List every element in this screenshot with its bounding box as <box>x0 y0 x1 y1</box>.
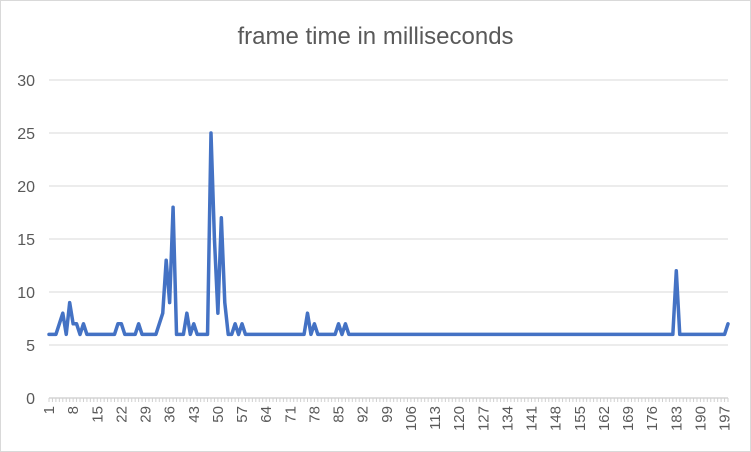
x-tick-label: 176 <box>644 406 661 431</box>
y-tick-label: 5 <box>26 338 35 355</box>
y-tick-label: 0 <box>26 391 35 408</box>
x-tick-label: 85 <box>331 406 348 423</box>
x-tick-label: 134 <box>499 406 516 431</box>
x-tick-label: 15 <box>89 406 106 423</box>
x-tick-label: 29 <box>138 406 155 423</box>
x-tick-label: 120 <box>451 406 468 431</box>
x-tick-label: 162 <box>596 406 613 431</box>
x-tick-label: 22 <box>113 406 130 423</box>
series-line <box>47 131 730 337</box>
x-tick-label: 197 <box>717 406 734 431</box>
x-tick-label: 141 <box>524 406 541 431</box>
x-tick-label: 99 <box>379 406 396 423</box>
x-tick-label: 1 <box>41 406 58 414</box>
y-tick-label: 25 <box>17 126 35 143</box>
x-tick-label: 36 <box>162 406 179 423</box>
y-tick-label: 10 <box>17 285 35 302</box>
x-tick-label: 92 <box>355 406 372 423</box>
x-tick-label: 155 <box>572 406 589 431</box>
x-tick-label: 78 <box>306 406 323 423</box>
x-tick-label: 8 <box>65 406 82 414</box>
x-tick-label: 50 <box>210 406 227 423</box>
x-tick-label: 169 <box>620 406 637 431</box>
x-tick-label: 64 <box>258 406 275 423</box>
y-tick-label: 20 <box>17 179 35 196</box>
y-tick-label: 15 <box>17 232 35 249</box>
x-tick-label: 43 <box>186 406 203 423</box>
x-tick-label: 190 <box>692 406 709 431</box>
x-tick-label: 183 <box>668 406 685 431</box>
x-tick-label: 57 <box>234 406 251 423</box>
x-tick-label: 71 <box>282 406 299 423</box>
x-tick-label: 127 <box>475 406 492 431</box>
y-tick-label: 30 <box>17 73 35 90</box>
chart-title: frame time in milliseconds <box>237 23 514 50</box>
x-tick-label: 106 <box>403 406 420 431</box>
x-tick-label: 113 <box>427 406 444 430</box>
x-tick-label: 148 <box>548 406 565 431</box>
